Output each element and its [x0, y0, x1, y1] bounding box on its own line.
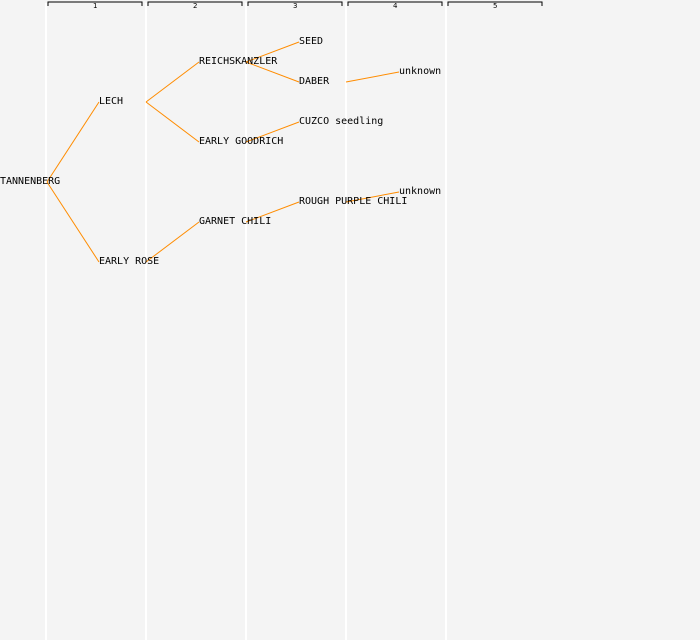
node-tannenberg[interactable]: TANNENBERG — [0, 176, 61, 187]
node-garnet-chili[interactable]: GARNET CHILI — [199, 216, 272, 227]
edge-reichskanzler-to-seed — [245, 41, 300, 63]
node-unknown-2[interactable]: unknown — [399, 186, 442, 197]
node-early-rose[interactable]: EARLY ROSE — [99, 256, 160, 267]
edge-tannenberg-to-early-rose — [46, 181, 100, 263]
edge-tannenberg-to-lech — [46, 101, 100, 183]
edge-early-goodrich-to-cuzco-seedling — [245, 121, 300, 143]
node-cuzco-seedling[interactable]: CUZCO seedling — [299, 116, 384, 127]
edge-reichskanzler-to-daber — [245, 61, 300, 83]
edge-rough-purple-chili-to-unknown-2 — [345, 191, 400, 203]
tree-edges — [46, 41, 400, 263]
node-daber[interactable]: DABER — [299, 76, 330, 87]
node-lech[interactable]: LECH — [99, 96, 124, 107]
generation-4-bracket — [347, 1, 443, 6]
node-seed[interactable]: SEED — [299, 36, 324, 47]
generation-2-bracket — [147, 1, 243, 6]
generation-5-number: 5 — [493, 2, 498, 10]
node-reichskanzler[interactable]: REICHSKANZLER — [199, 56, 278, 67]
edge-garnet-chili-to-rough-purple-chili — [245, 201, 300, 223]
generation-3-number: 3 — [293, 2, 298, 10]
edge-lech-to-early-goodrich — [145, 101, 200, 143]
node-early-goodrich[interactable]: EARLY GOODRICH — [199, 136, 284, 147]
generation-1-number: 1 — [93, 2, 98, 10]
generation-columns — [45, 1, 543, 640]
edge-lech-to-reichskanzler — [145, 61, 200, 103]
generation-3-bracket — [247, 1, 343, 6]
generation-5-bracket — [447, 1, 543, 6]
generation-4-number: 4 — [393, 2, 398, 10]
node-unknown-1[interactable]: unknown — [399, 66, 442, 77]
edge-early-rose-to-garnet-chili — [145, 221, 200, 263]
generation-2-number: 2 — [193, 2, 198, 10]
edge-daber-to-unknown-1 — [345, 71, 400, 83]
node-rough-purple-chili[interactable]: ROUGH PURPLE CHILI — [299, 196, 408, 207]
generation-1-bracket — [47, 1, 143, 6]
